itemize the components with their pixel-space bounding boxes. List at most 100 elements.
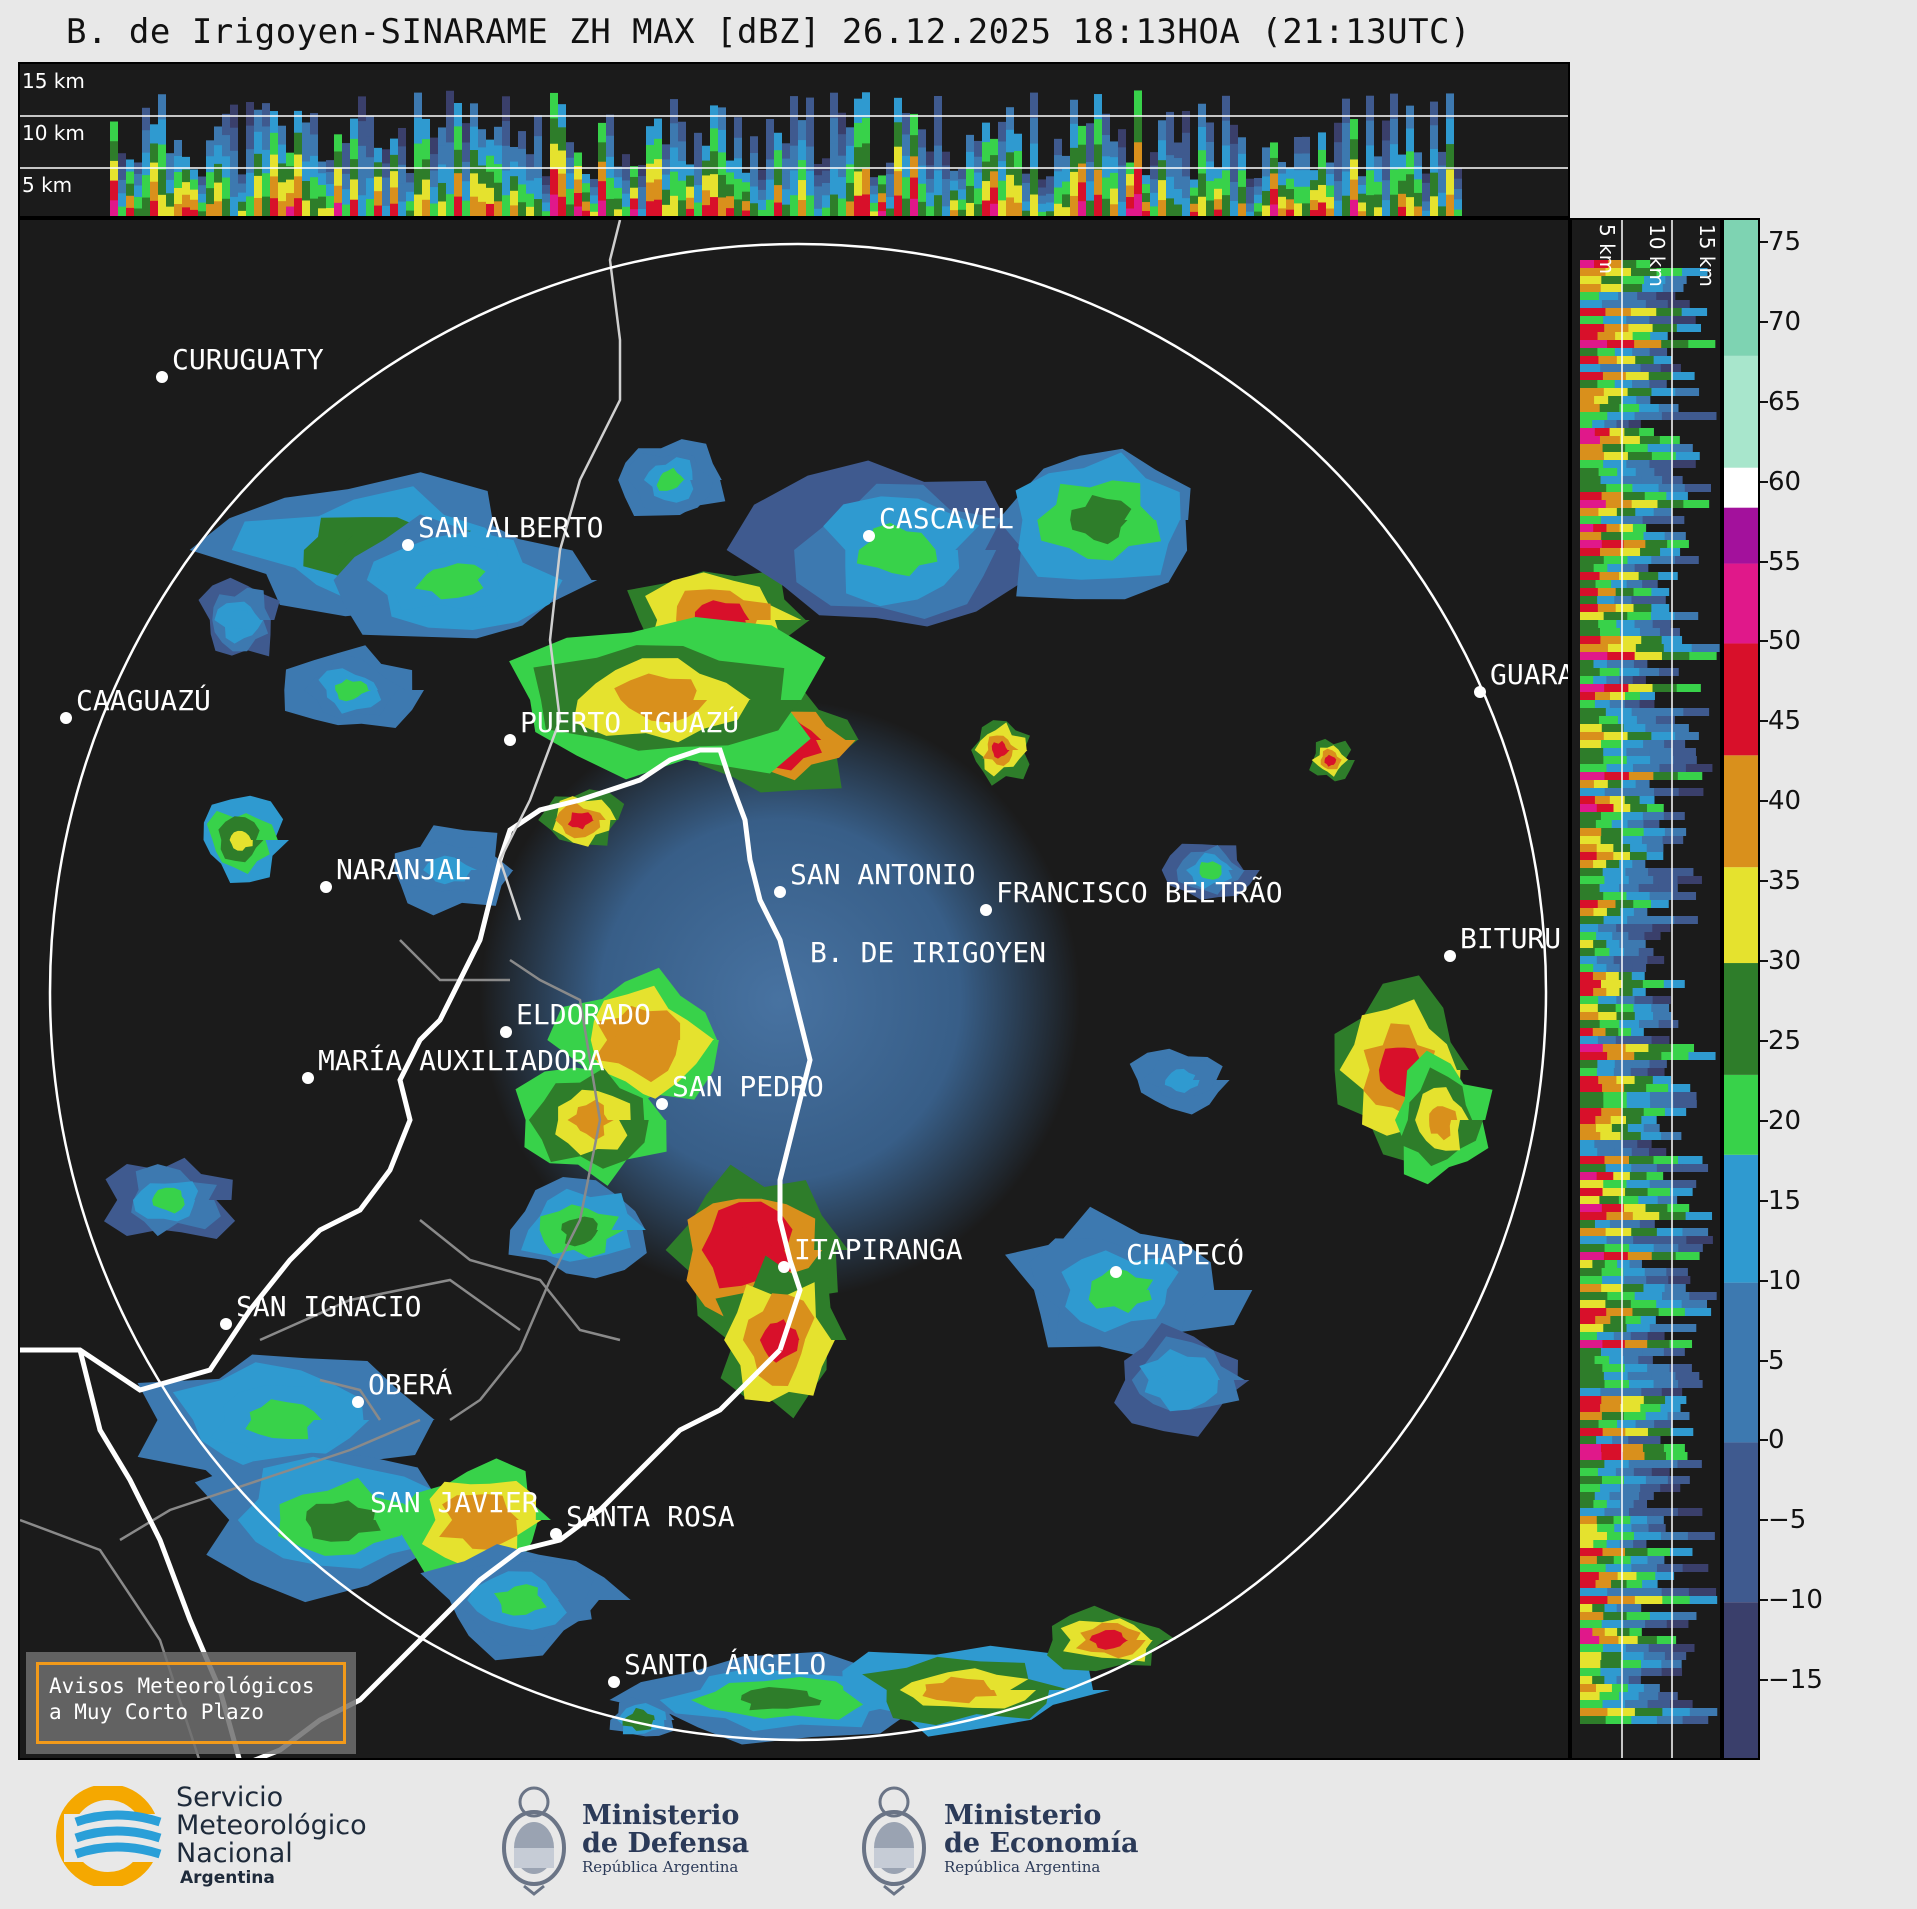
- cross-section-column: [230, 173, 238, 216]
- warning-box-frame[interactable]: Avisos Meteorológicos a Muy Corto Plazo: [36, 1662, 346, 1744]
- cross-section-column: [222, 177, 230, 216]
- cross-section-row: [1580, 940, 1594, 948]
- cross-section-row: [1580, 900, 1598, 908]
- cross-section-row: [1580, 1124, 1596, 1132]
- cross-section-column: [486, 187, 494, 216]
- cross-section-column: [614, 198, 622, 216]
- cross-section-column: [1246, 211, 1254, 216]
- cross-section-column: [726, 196, 734, 216]
- cross-section-row: [1580, 1508, 1605, 1516]
- city-label: ELDORADO: [516, 998, 651, 1031]
- cross-section-column: [318, 196, 326, 216]
- colorbar-band: [1724, 355, 1758, 468]
- cross-section-column: [150, 200, 158, 216]
- cross-section-row: [1580, 1380, 1630, 1388]
- cross-section-column: [582, 210, 590, 216]
- city-dot: [656, 1098, 668, 1110]
- echo-cell: [423, 855, 477, 885]
- defensa-line-3: República Argentina: [582, 1858, 739, 1876]
- cross-section-column: [590, 211, 598, 216]
- cross-section-column: [1262, 190, 1270, 216]
- city-marker: CURUGUATY: [156, 343, 324, 383]
- cross-section-column: [990, 187, 998, 216]
- cross-section-column: [902, 198, 910, 216]
- cross-section-column: [502, 170, 510, 216]
- cross-section-row: [1580, 1164, 1606, 1172]
- cross-section-row: [1580, 1204, 1602, 1212]
- cross-section-column: [414, 194, 422, 216]
- cross-section-row: [1580, 524, 1607, 532]
- colorbar-band: [1724, 755, 1758, 868]
- cross-section-column: [854, 171, 862, 216]
- cross-section-row: [1580, 1180, 1604, 1188]
- cross-section-column: [886, 197, 894, 216]
- cross-section-row: [1580, 612, 1604, 620]
- echo-cell: [494, 1584, 547, 1616]
- cross-section-row: [1580, 1500, 1607, 1508]
- cross-section-column: [542, 202, 550, 216]
- colorbar-band: [1724, 1074, 1758, 1155]
- cross-section-row: [1580, 780, 1608, 788]
- colorbar-tick-label: −5: [1768, 1505, 1807, 1536]
- cross-section-column: [1366, 195, 1374, 216]
- cross-section-column: [630, 198, 638, 216]
- city-markers: CURUGUATY SAN ALBERTO CASCAVEL CAAGUAZÚ GUAR…: [60, 343, 1568, 1688]
- cross-section-column: [286, 206, 294, 216]
- cross-section-row: [1580, 868, 1603, 876]
- cross-section-row: [1580, 1092, 1604, 1100]
- cross-section-row: [1580, 1652, 1602, 1660]
- city-label: CAAGUAZÚ: [76, 683, 211, 717]
- colorbar-band: [1724, 643, 1758, 756]
- cross-section-row: [1580, 1060, 1598, 1068]
- cross-section-column: [1270, 204, 1278, 216]
- radar-ppi-map[interactable]: CURUGUATY SAN ALBERTO CASCAVEL CAAGUAZÚ GUAR…: [18, 218, 1570, 1760]
- cross-section-column: [750, 186, 758, 216]
- cross-section-column: [846, 182, 854, 216]
- cross-section-row: [1580, 1404, 1601, 1412]
- cross-section-row: [1580, 1468, 1616, 1476]
- cross-section-column: [974, 204, 982, 216]
- cross-section-row: [1580, 1188, 1603, 1196]
- cross-section-column: [758, 199, 766, 216]
- colorbar-tick-label: 70: [1768, 306, 1802, 337]
- cross-section-column: [742, 210, 750, 216]
- cross-section-column: [574, 192, 582, 216]
- cross-section-column: [342, 189, 350, 216]
- city-label: SAN ALBERTO: [418, 511, 603, 544]
- cross-section-column: [838, 198, 846, 216]
- cross-section-column: [678, 180, 686, 216]
- cross-section-column: [502, 195, 510, 216]
- cross-section-row: [1580, 564, 1594, 572]
- cross-section-row: [1580, 908, 1594, 916]
- cross-section-row: [1580, 828, 1623, 836]
- cross-section-column: [942, 206, 950, 216]
- cross-section-row: [1580, 260, 1595, 268]
- cross-section-row: [1580, 500, 1606, 508]
- cross-section-row: [1580, 1644, 1603, 1652]
- cross-section-column: [190, 199, 198, 216]
- footer: Servicio Meteorológico Nacional Argentin…: [0, 1762, 1917, 1909]
- cross-section-column: [918, 183, 926, 216]
- cross-section-row: [1580, 892, 1604, 900]
- cross-section-column: [1014, 185, 1022, 216]
- cross-section-column: [646, 201, 654, 216]
- colorbar-tick-mark: [1760, 1199, 1768, 1202]
- city-marker: SAN PEDRO: [656, 1070, 824, 1110]
- cross-section-column: [1222, 170, 1230, 216]
- warning-box[interactable]: Avisos Meteorológicos a Muy Corto Plazo: [26, 1652, 356, 1754]
- cross-section-column: [454, 173, 462, 216]
- cross-section-column: [326, 208, 334, 216]
- cross-section-column: [462, 181, 470, 216]
- cross-section-row: [1580, 820, 1612, 828]
- colorbar: [1722, 218, 1760, 1760]
- cross-section-column: [1086, 200, 1094, 216]
- city-marker: ITAPIRANGA: [778, 1233, 963, 1273]
- cross-section-column: [1078, 201, 1086, 216]
- side-height-label-5km: 5 km: [1595, 224, 1619, 274]
- radar-ppi-plot[interactable]: CURUGUATY SAN ALBERTO CASCAVEL CAAGUAZÚ GUAR…: [20, 220, 1570, 1760]
- cross-section-column: [598, 200, 606, 216]
- cross-section-row: [1580, 292, 1600, 300]
- cross-section-row: [1580, 1028, 1593, 1036]
- cross-section-row: [1580, 1212, 1607, 1220]
- cross-section-column: [1262, 205, 1270, 216]
